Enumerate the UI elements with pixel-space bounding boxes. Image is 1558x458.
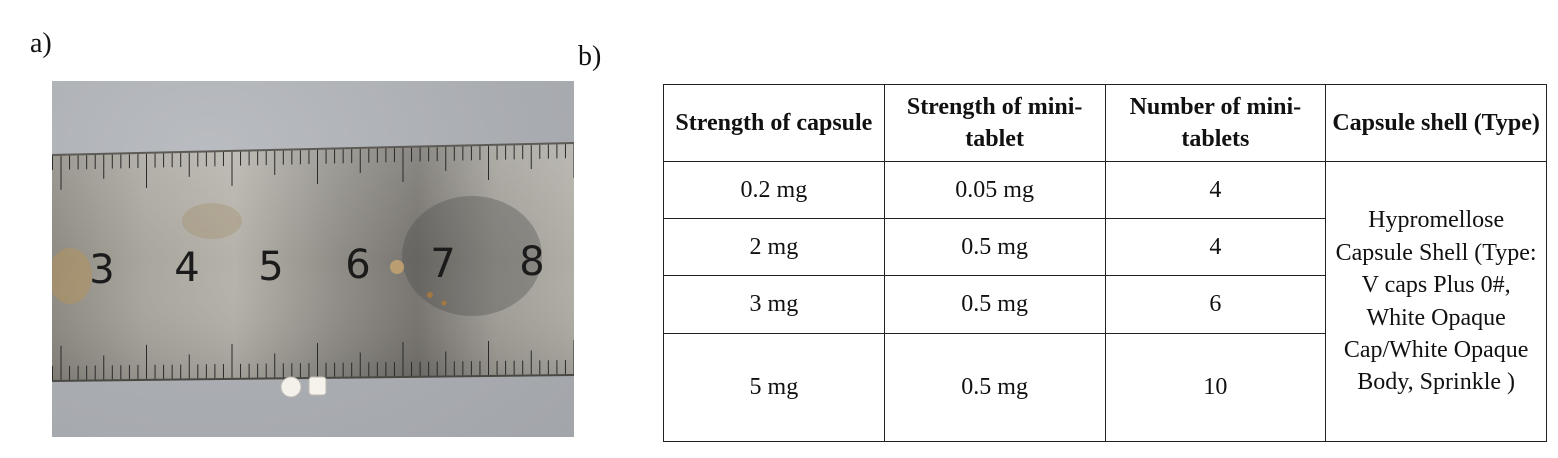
table-row: 5 mg 0.5 mg 10 bbox=[663, 332, 1547, 443]
header-tablet-strength: Strength of mini-tablet bbox=[883, 84, 1106, 162]
ruler-number: 6 bbox=[345, 242, 370, 288]
ruler-number: 4 bbox=[174, 245, 199, 291]
cell-capsule-strength: 3 mg bbox=[663, 275, 885, 334]
cell-capsule-shell: Hypromellose Capsule Shell (Type: V caps… bbox=[1325, 161, 1547, 442]
formulation-table: Strength of capsule Strength of mini-tab… bbox=[663, 84, 1547, 443]
cell-tablet-strength: 0.5 mg bbox=[883, 275, 1106, 334]
cell-tablet-count: 4 bbox=[1104, 160, 1327, 220]
table-row: 2 mg 0.5 mg 4 bbox=[663, 218, 1547, 277]
header-capsule-strength: Strength of capsule bbox=[663, 84, 885, 162]
cell-tablet-strength: 0.5 mg bbox=[883, 218, 1106, 277]
cell-tablet-count: 4 bbox=[1104, 218, 1327, 277]
mini-tablet bbox=[308, 376, 327, 396]
ruler-photo: 3 4 5 6 7 8 bbox=[52, 81, 574, 437]
table-row: 0.2 mg 0.05 mg 4 Hypromellose Capsule Sh… bbox=[663, 160, 1547, 442]
ruler-number: 8 bbox=[519, 239, 544, 285]
cell-capsule-strength: 5 mg bbox=[663, 332, 885, 443]
cell-tablet-strength: 0.05 mg bbox=[883, 160, 1106, 220]
panel-b-label: b) bbox=[578, 41, 602, 72]
cell-tablet-strength: 0.5 mg bbox=[883, 332, 1106, 443]
table-row: 3 mg 0.5 mg 6 bbox=[663, 275, 1547, 334]
cell-tablet-count: 10 bbox=[1104, 332, 1327, 443]
ruler-number: 5 bbox=[258, 244, 283, 290]
cell-capsule-strength: 0.2 mg bbox=[663, 160, 885, 220]
cell-capsule-strength: 2 mg bbox=[663, 218, 885, 277]
ruler-number: 7 bbox=[430, 241, 455, 287]
ruler-number: 3 bbox=[89, 247, 114, 293]
panel-a-label: a) bbox=[30, 28, 52, 59]
header-tablet-count: Number of mini-tablets bbox=[1104, 84, 1327, 162]
mini-tablet bbox=[280, 376, 302, 398]
cell-tablet-count: 6 bbox=[1104, 275, 1327, 334]
header-capsule-shell: Capsule shell (Type) bbox=[1325, 84, 1547, 162]
